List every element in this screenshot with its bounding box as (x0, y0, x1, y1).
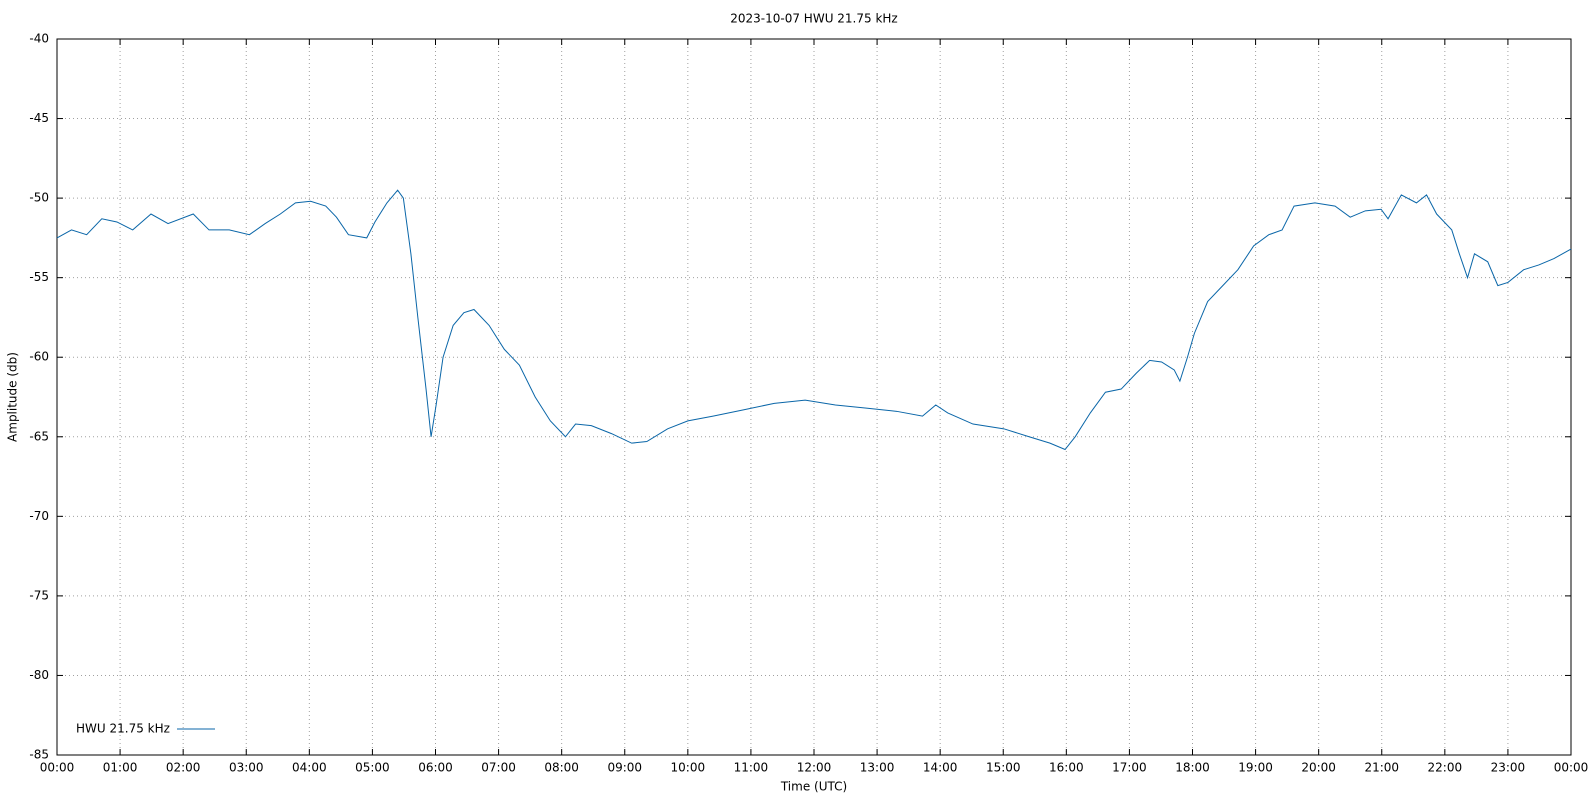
y-axis-label: Amplitude (db) (6, 352, 20, 442)
y-tick-label: -40 (29, 32, 49, 46)
x-tick-label: 06:00 (418, 761, 453, 775)
plot-frame (56, 38, 1572, 756)
x-tick-label: 10:00 (671, 761, 706, 775)
x-tick-label: 07:00 (481, 761, 516, 775)
x-tick-label: 16:00 (1049, 761, 1084, 775)
x-axis-label: Time (UTC) (780, 780, 847, 794)
y-tick-label: -70 (29, 509, 49, 523)
x-tick-label: 17:00 (1112, 761, 1147, 775)
x-tick-label: 14:00 (923, 761, 958, 775)
legend-label: HWU 21.75 kHz (76, 722, 170, 736)
x-tick-label: 05:00 (355, 761, 390, 775)
y-tick-label: -75 (29, 588, 49, 602)
y-tick-label: -50 (29, 191, 49, 205)
x-tick-label: 00:00 (1554, 761, 1589, 775)
x-tick-label: 19:00 (1238, 761, 1273, 775)
x-tick-label: 11:00 (734, 761, 769, 775)
x-tick-label: 23:00 (1491, 761, 1526, 775)
x-tick-label: 00:00 (40, 761, 75, 775)
x-tick-label: 20:00 (1301, 761, 1336, 775)
chart-title: 2023-10-07 HWU 21.75 kHz (730, 12, 897, 26)
y-tick-label: -65 (29, 429, 49, 443)
x-tick-label: 01:00 (103, 761, 138, 775)
data-line (56, 189, 1572, 451)
x-tick-label: 02:00 (166, 761, 201, 775)
y-tick-label: -85 (29, 748, 49, 762)
x-tick-label: 09:00 (607, 761, 642, 775)
x-tick-label: 15:00 (986, 761, 1021, 775)
x-tick-label: 03:00 (229, 761, 264, 775)
x-tick-label: 18:00 (1175, 761, 1210, 775)
y-tick-label: -45 (29, 111, 49, 125)
x-tick-label: 22:00 (1428, 761, 1463, 775)
x-tick-label: 12:00 (797, 761, 832, 775)
y-tick-label: -55 (29, 270, 49, 284)
y-tick-label: -80 (29, 668, 49, 682)
x-tick-label: 08:00 (544, 761, 579, 775)
y-tick-label: -60 (29, 350, 49, 364)
x-tick-label: 21:00 (1364, 761, 1399, 775)
x-tick-label: 04:00 (292, 761, 327, 775)
x-tick-label: 13:00 (860, 761, 895, 775)
